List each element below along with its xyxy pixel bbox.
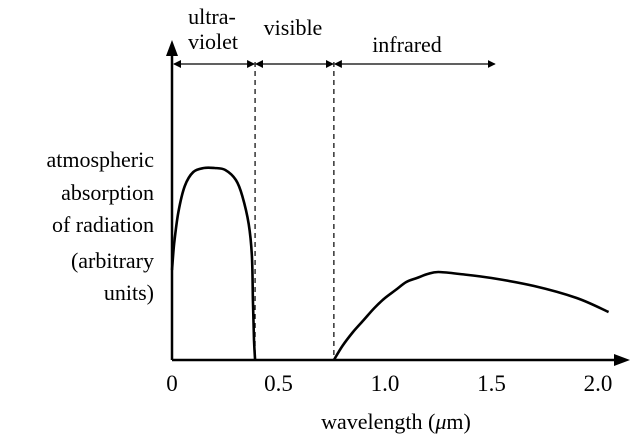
x-tick-label: 0.5 bbox=[264, 371, 293, 396]
y-axis-arrow bbox=[166, 40, 178, 56]
y-axis-label-line-5: units) bbox=[104, 280, 154, 305]
y-axis-label-line-2: absorption bbox=[61, 180, 154, 205]
absorption-curve-2 bbox=[332, 270, 610, 361]
x-tick-label: 1.0 bbox=[371, 371, 400, 396]
x-tick-label: 2.0 bbox=[584, 371, 613, 396]
region-label-ultraviolet-line-2: violet bbox=[188, 29, 238, 54]
x-axis-label: wavelength (μm) bbox=[321, 409, 471, 434]
y-axis-label-line-3: of radiation bbox=[52, 212, 154, 237]
absorption-curve-1 bbox=[170, 166, 257, 361]
region-label-infrared: infrared bbox=[372, 32, 442, 57]
region-label-visible: visible bbox=[264, 15, 323, 40]
x-tick-label: 1.5 bbox=[477, 371, 506, 396]
x-axis-arrow bbox=[614, 354, 630, 366]
x-tick-label: 0 bbox=[166, 371, 178, 396]
y-axis-label-line-1: atmospheric bbox=[46, 147, 154, 172]
region-label-ultraviolet-line-1: ultra- bbox=[188, 4, 236, 29]
y-axis-label-line-4: (arbitrary bbox=[71, 248, 154, 273]
